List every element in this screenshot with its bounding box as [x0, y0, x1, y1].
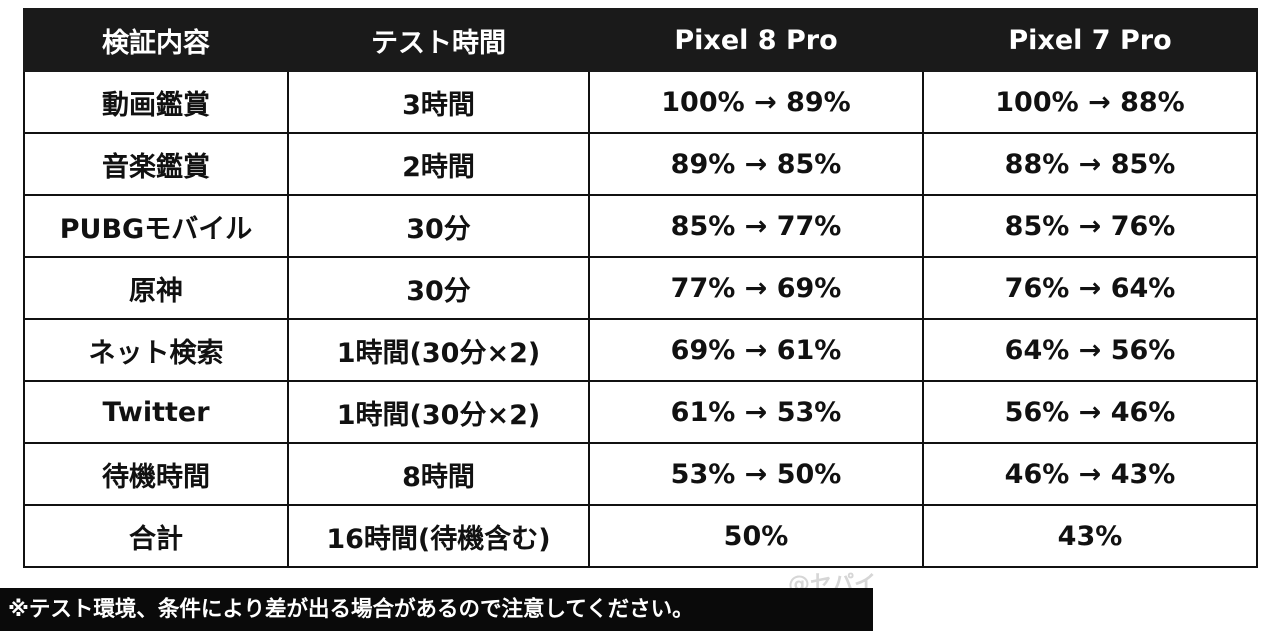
cell-pixel-8-pro: 69% → 61% — [588, 318, 924, 382]
table-row: 待機時間 8時間 53% → 50% 46% → 43% — [23, 442, 1258, 506]
cell-pixel-8-pro: 50% — [588, 504, 924, 568]
table-row: 音楽鑑賞 2時間 89% → 85% 88% → 85% — [23, 132, 1258, 196]
footnote-banner: ※テスト環境、条件により差が出る場合があるので注意してください。 — [0, 588, 873, 631]
cell-test-time: 30分 — [287, 194, 590, 258]
cell-pixel-7-pro: 85% → 76% — [922, 194, 1258, 258]
cell-test-item: ネット検索 — [23, 318, 289, 382]
table-row: Twitter 1時間(30分×2) 61% → 53% 56% → 46% — [23, 380, 1258, 444]
cell-pixel-7-pro: 46% → 43% — [922, 442, 1258, 506]
cell-pixel-7-pro: 64% → 56% — [922, 318, 1258, 382]
table-row-total: 合計 16時間(待機含む) 50% 43% — [23, 504, 1258, 568]
cell-pixel-8-pro: 89% → 85% — [588, 132, 924, 196]
table-row: 動画鑑賞 3時間 100% → 89% 100% → 88% — [23, 70, 1258, 134]
cell-test-item: 原神 — [23, 256, 289, 320]
cell-pixel-8-pro: 61% → 53% — [588, 380, 924, 444]
header-test-time: テスト時間 — [287, 8, 590, 72]
table-header-row: 検証内容 テスト時間 Pixel 8 Pro Pixel 7 Pro — [23, 8, 1258, 72]
cell-test-time: 3時間 — [287, 70, 590, 134]
cell-test-item: 待機時間 — [23, 442, 289, 506]
header-pixel-8-pro: Pixel 8 Pro — [588, 8, 924, 72]
cell-pixel-8-pro: 85% → 77% — [588, 194, 924, 258]
cell-test-time: 8時間 — [287, 442, 590, 506]
cell-test-time: 2時間 — [287, 132, 590, 196]
cell-pixel-8-pro: 100% → 89% — [588, 70, 924, 134]
cell-test-item: 音楽鑑賞 — [23, 132, 289, 196]
cell-pixel-7-pro: 100% → 88% — [922, 70, 1258, 134]
cell-test-item: PUBGモバイル — [23, 194, 289, 258]
cell-test-item: 動画鑑賞 — [23, 70, 289, 134]
cell-test-item: 合計 — [23, 504, 289, 568]
table-row: 原神 30分 77% → 69% 76% → 64% — [23, 256, 1258, 320]
cell-test-time: 30分 — [287, 256, 590, 320]
cell-pixel-8-pro: 77% → 69% — [588, 256, 924, 320]
cell-test-time: 16時間(待機含む) — [287, 504, 590, 568]
header-pixel-7-pro: Pixel 7 Pro — [922, 8, 1258, 72]
cell-test-time: 1時間(30分×2) — [287, 318, 590, 382]
battery-test-table: 検証内容 テスト時間 Pixel 8 Pro Pixel 7 Pro 動画鑑賞 … — [23, 8, 1258, 568]
table-row: ネット検索 1時間(30分×2) 69% → 61% 64% → 56% — [23, 318, 1258, 382]
cell-pixel-7-pro: 88% → 85% — [922, 132, 1258, 196]
cell-pixel-7-pro: 56% → 46% — [922, 380, 1258, 444]
header-test-item: 検証内容 — [23, 8, 289, 72]
cell-pixel-8-pro: 53% → 50% — [588, 442, 924, 506]
cell-test-time: 1時間(30分×2) — [287, 380, 590, 444]
table-row: PUBGモバイル 30分 85% → 77% 85% → 76% — [23, 194, 1258, 258]
cell-test-item: Twitter — [23, 380, 289, 444]
cell-pixel-7-pro: 43% — [922, 504, 1258, 568]
cell-pixel-7-pro: 76% → 64% — [922, 256, 1258, 320]
